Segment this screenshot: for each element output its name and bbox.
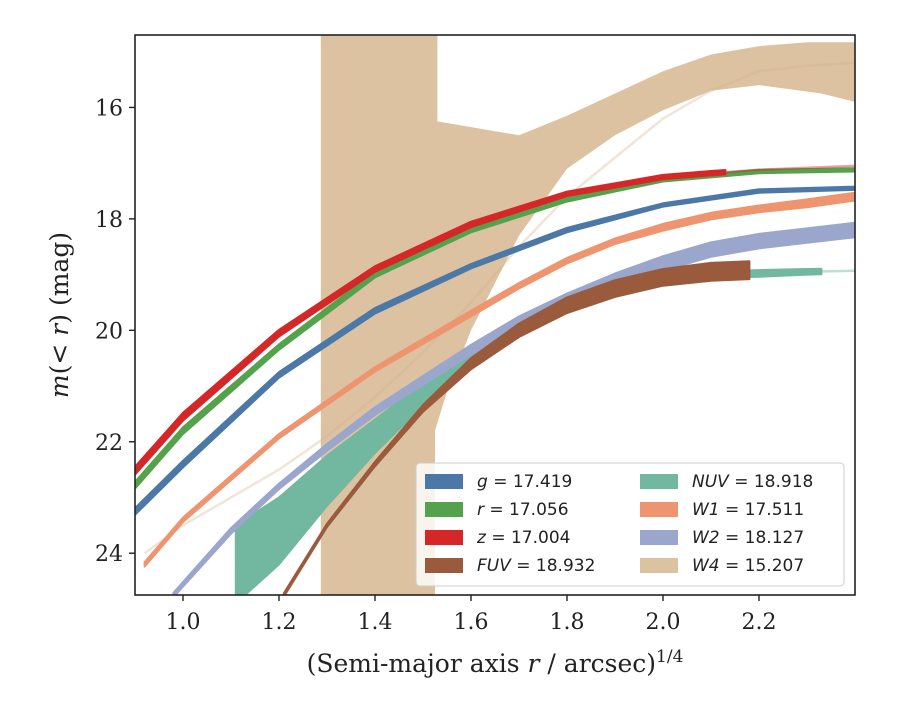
x-axis: 1.0 1.2 1.4 1.6 1.8 2.0 2.2	[166, 595, 777, 635]
x-tick-label: 1.2	[262, 610, 297, 635]
legend-item-W4: W4 = 15.207	[640, 556, 804, 576]
y-tick-label: 24	[95, 542, 123, 567]
x-tick-label: 1.6	[454, 610, 489, 635]
series-z-band	[135, 169, 727, 476]
legend-item-g: g = 17.419	[425, 472, 572, 492]
x-tick-label: 1.0	[166, 610, 201, 635]
y-axis-label: m(< r) (mag)	[45, 232, 74, 398]
series-W2-band	[172, 221, 855, 595]
legend-label-NUV: NUV = 18.918	[692, 472, 813, 492]
series-FUV-band	[282, 260, 751, 595]
legend-swatch-NUV	[640, 474, 678, 489]
x-axis-label: (Semi-major axis r / arcsec)1/4	[307, 647, 684, 678]
legend-item-W2: W2 = 18.127	[640, 528, 804, 548]
legend-item-FUV: FUV = 18.932	[425, 556, 595, 576]
plot-frame	[134, 34, 856, 596]
legend-label-W1: W1 = 17.511	[692, 500, 804, 520]
legend-label-g: g = 17.419	[477, 472, 572, 492]
legend-swatch-W1	[640, 502, 678, 517]
legend-item-r: r = 17.056	[425, 500, 569, 520]
legend-label-z: z = 17.004	[476, 528, 570, 548]
data-layer	[135, 35, 855, 595]
legend-label-FUV: FUV = 18.932	[477, 556, 595, 576]
y-axis: 16 18 20 22 24	[95, 96, 135, 567]
legend-item-W1: W1 = 17.511	[640, 500, 804, 520]
y-tick-label: 18	[95, 208, 123, 233]
legend-swatch-W4	[640, 558, 678, 573]
series-W1-band	[143, 191, 855, 568]
legend-swatch-W2	[640, 530, 678, 545]
legend-swatch-g	[425, 474, 463, 489]
series-W4-band	[320, 35, 855, 595]
legend-label-r: r = 17.056	[477, 500, 569, 520]
x-tick-label: 2.2	[742, 610, 777, 635]
legend: g = 17.419 r = 17.056 z = 17.004 FUV = 18.9…	[415, 462, 845, 587]
x-tick-label: 2.0	[646, 610, 681, 635]
series-g-band	[135, 185, 855, 516]
x-tick-label: 1.4	[358, 610, 393, 635]
legend-swatch-FUV	[425, 558, 463, 573]
legend-label-W2: W2 = 18.127	[692, 528, 804, 548]
y-tick-label: 20	[95, 319, 123, 344]
series-W4-model-line	[143, 61, 855, 555]
legend-swatch-z	[425, 530, 463, 545]
y-tick-label: 16	[95, 96, 123, 121]
legend-swatch-r	[425, 502, 463, 517]
legend-item-z: z = 17.004	[425, 528, 570, 548]
y-tick-label: 22	[95, 431, 123, 456]
legend-box	[415, 462, 845, 587]
legend-item-NUV: NUV = 18.918	[640, 472, 813, 492]
x-tick-label: 1.8	[550, 610, 585, 635]
legend-label-W4: W4 = 15.207	[692, 556, 804, 576]
